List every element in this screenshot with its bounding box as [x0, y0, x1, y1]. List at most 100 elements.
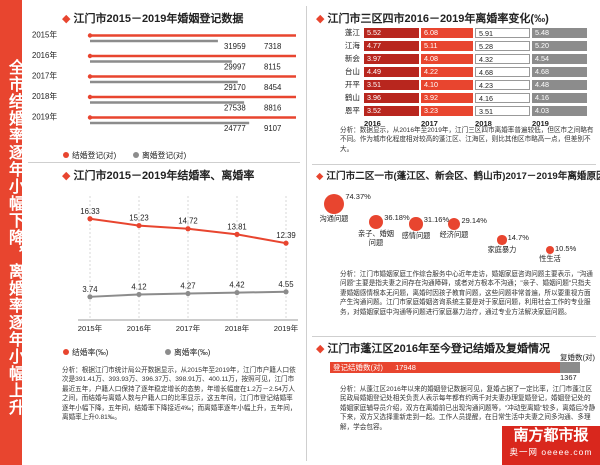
divorce-value: 8454	[264, 83, 282, 92]
legend-marriage: 结婚登记(对)	[72, 150, 117, 160]
marriage-rate-label: 16.33	[80, 207, 100, 216]
district-rate-cell: 6.08	[421, 28, 473, 38]
marriage-bar-dot	[87, 94, 93, 100]
x-tick-label: 2015年	[78, 323, 103, 333]
reason-percent: 74.37%	[345, 191, 371, 201]
district-rate-cell: 5.52	[364, 28, 419, 38]
district-rate-cell: 3.51	[475, 106, 530, 116]
right-divider-2	[312, 336, 596, 337]
divorce-rate-point	[185, 290, 191, 297]
marriage-value: 17948	[395, 363, 416, 372]
reason-bubble	[447, 217, 461, 231]
reason-percent: 31.16%	[423, 215, 450, 225]
district-label: 台山	[344, 67, 360, 76]
reason-bubble	[323, 193, 345, 215]
district-rate-cell: 4.03	[532, 106, 587, 116]
x-tick-label: 2018年	[225, 323, 250, 333]
marriage-label: 登记结婚数(对)	[333, 363, 383, 372]
divorce-reason-chart: 74.37% 沟通问题 36.18% 亲子、婚姻问题 31.16% 感情问题 29.14% 经…	[312, 180, 596, 268]
district-rate-cell: 4.32	[475, 54, 530, 64]
district-label: 蓬江	[344, 28, 360, 37]
panel4-title: ◆ 江门市二区一市(蓬江区、新会区、鹤山市)2017－2019年离婚原因分析	[316, 168, 600, 182]
legend-divorce: 离婚登记(对)	[142, 150, 187, 160]
district-rate-cell: 4.68	[475, 67, 530, 77]
marriage-value: 27538	[224, 104, 246, 113]
panel5-title: ◆ 江门市蓬江区2016年至今登记结婚及复婚情况	[316, 340, 550, 356]
marriage-rate-label: 15.23	[129, 214, 149, 223]
reason-label: 亲子、婚姻问题	[358, 229, 394, 247]
reason-percent: 36.18%	[384, 212, 410, 222]
district-label: 恩平	[344, 106, 360, 115]
district-rate-cell: 5.20	[532, 41, 587, 51]
marriage-rate-point	[87, 216, 93, 222]
reason-percent: 10.5%	[555, 244, 577, 253]
district-label: 开平	[344, 80, 360, 89]
legend-marriage-swatch	[63, 152, 69, 158]
marriage-rate-label: 12.39	[276, 231, 296, 240]
reason-bubble	[368, 214, 384, 230]
year-label: 2015年	[32, 30, 57, 40]
district-rate-cell: 4.54	[532, 54, 587, 64]
reason-label: 感情问题	[401, 230, 431, 240]
panel5-title-text: 江门市蓬江区2016年至今登记结婚及复婚情况	[327, 343, 550, 355]
year-axis-label: 2019	[532, 119, 549, 128]
marriage-bar	[330, 362, 560, 373]
marriage-rate-point	[283, 240, 289, 246]
marriage-bar-label: 登记结婚数(对) 17948	[333, 362, 416, 373]
district-label: 新会	[344, 54, 360, 63]
reason-bubble	[546, 246, 554, 254]
divorce-rate-point	[234, 289, 240, 296]
reason-bubble	[409, 217, 423, 231]
remarriage-bar	[560, 362, 580, 373]
divorce-rate-label: 3.74	[82, 285, 98, 294]
divorce-rate-point	[136, 291, 142, 298]
district-rate-cell: 4.49	[364, 67, 419, 77]
district-rate-cell: 4.77	[364, 41, 419, 51]
marriage-rate-point	[234, 231, 240, 237]
divorce-value: 7318	[264, 42, 281, 51]
year-label: 2017年	[32, 71, 57, 81]
legend-marriage-rate-swatch	[63, 349, 69, 355]
side-title: 全市结婚率逐年小幅下降，离婚率逐年小幅上升	[0, 0, 23, 465]
year-label: 2019年	[32, 112, 57, 122]
x-tick-label: 2016年	[127, 323, 152, 333]
marriage-bar-dot	[87, 74, 93, 79]
district-label: 江海	[344, 41, 360, 50]
legend-marriage-rate: 结婚率(‰)	[72, 347, 109, 357]
title-deco-icon: ◆	[316, 13, 325, 25]
year-label: 2018年	[32, 91, 57, 101]
district-rate-cell: 3.96	[364, 93, 419, 103]
x-tick-label: 2017年	[176, 323, 201, 333]
right-divider-1	[312, 164, 596, 165]
year-label: 2016年	[32, 50, 57, 60]
district-rate-cell: 4.22	[421, 67, 473, 77]
newspaper-watermark: 南方都市报 奥一网 oeeee.com	[502, 426, 600, 465]
marriage-bar-dot	[87, 33, 93, 38]
district-rate-cell: 5.48	[532, 28, 587, 38]
divorce-rate-label: 4.42	[229, 281, 244, 290]
divorce-value: 8115	[264, 63, 281, 72]
panel1-title: ◆ 江门市2015－2019年婚姻登记数据	[62, 10, 243, 26]
marriage-rate-label: 13.81	[227, 222, 247, 231]
panel2-title: ◆ 江门市2015－2019年结婚率、离婚率	[62, 167, 254, 183]
marriage-registration-chart: 2015年 31959 7318 2016年 29997 8115 2017年 29170 84…	[32, 30, 296, 160]
watermark-main: 南方都市报	[513, 427, 589, 444]
panel2-title-text: 江门市2015－2019年结婚率、离婚率	[73, 170, 255, 182]
watermark-sub: 奥一网 oeeee.com	[509, 447, 593, 457]
panel3-title-text: 江门市三区四市2016－2019年离婚率变化(‰)	[327, 13, 549, 25]
remarriage-label: 复婚数(对)	[560, 353, 595, 362]
divorce-rate-label: 4.12	[131, 282, 146, 291]
district-rate-cell: 3.97	[364, 54, 419, 64]
panel4-title-text: 江门市二区一市(蓬江区、新会区、鹤山市)2017－2019年离婚原因分析	[326, 171, 600, 182]
panel1-title-text: 江门市2015－2019年婚姻登记数据	[73, 13, 244, 25]
reason-label: 经济问题	[439, 230, 469, 240]
marriage-bar-dot	[87, 115, 93, 120]
legend-divorce-rate: 离婚率(‰)	[174, 347, 211, 357]
title-deco-icon: ◆	[316, 343, 325, 355]
district-rate-cell: 4.16	[532, 93, 587, 103]
district-rate-cell: 5.91	[475, 28, 530, 38]
divorce-rate-point	[87, 294, 93, 300]
marriage-value: 29170	[224, 83, 246, 92]
reason-percent: 14.7%	[507, 233, 529, 243]
panel4-note: 分析：江门市婚姻家庭工作综合服务中心近年走访，婚姻家庭咨询问题主要表示，"沟通问…	[340, 271, 593, 316]
